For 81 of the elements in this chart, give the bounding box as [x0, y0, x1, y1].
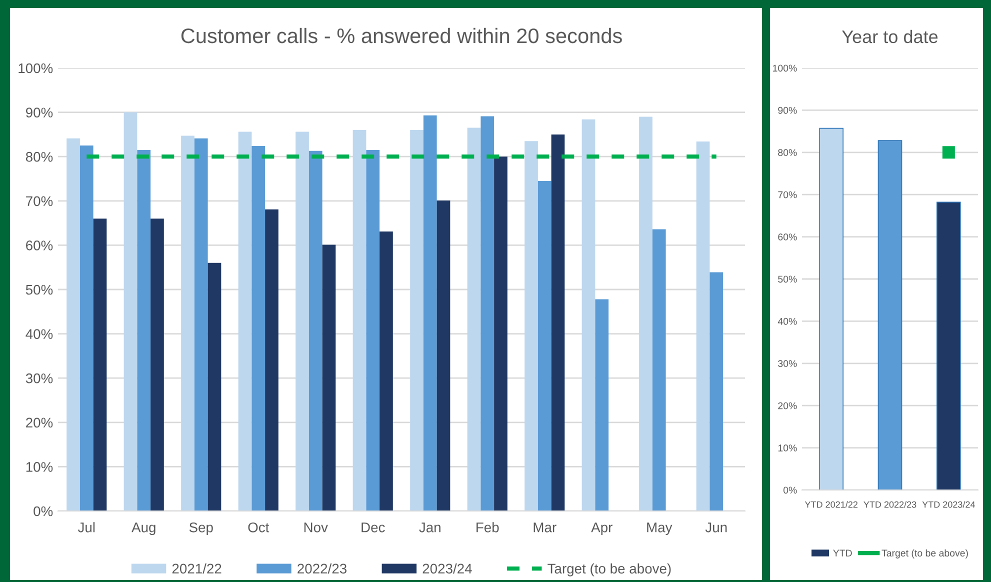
bar — [366, 150, 380, 511]
bar — [538, 180, 552, 511]
y-tick-label: 30% — [778, 360, 797, 368]
y-tick-label: 90% — [778, 106, 797, 114]
bar — [551, 134, 565, 511]
x-tick-label: Nov — [304, 522, 328, 532]
bar — [80, 146, 94, 511]
legend-label: Target (to be above) — [548, 563, 671, 576]
bar — [308, 150, 322, 511]
bar — [639, 116, 652, 511]
x-tick-label: Oct — [248, 522, 270, 532]
y-tick-label: 10% — [26, 462, 53, 472]
x-tick-label: Aug — [132, 522, 156, 536]
y-tick-label: 80% — [778, 149, 797, 156]
bar — [352, 130, 366, 511]
y-tick-label: 90% — [26, 108, 53, 118]
y-tick-label: 70% — [26, 196, 53, 206]
bar — [380, 231, 393, 511]
x-tick-label: Apr — [591, 522, 612, 536]
x-tick-label: Sep — [189, 522, 213, 536]
y-tick-label: 50% — [26, 284, 53, 295]
x-tick-label: Feb — [476, 522, 499, 532]
y-tick-label: 70% — [778, 191, 797, 198]
bar — [710, 272, 724, 511]
bar — [696, 142, 710, 511]
y-tick-label: 60% — [778, 234, 797, 240]
bar — [181, 136, 194, 511]
x-tick-label: Jul — [78, 522, 95, 532]
bar — [410, 130, 424, 511]
legend-label: Target (to be above) — [882, 549, 968, 558]
y-tick-label: 50% — [778, 276, 797, 283]
bar — [480, 116, 494, 511]
chart-title: Customer calls - % answered within 20 seconds — [181, 28, 622, 44]
legend-label: 2021/22 — [172, 563, 222, 574]
bar — [252, 146, 266, 511]
bar — [878, 140, 902, 490]
bar — [150, 218, 164, 511]
bar — [524, 141, 538, 511]
x-tick-label: Mar — [534, 522, 556, 532]
bar — [296, 132, 309, 511]
bar — [436, 200, 450, 511]
bar — [936, 202, 961, 490]
x-tick-label: Jun — [705, 522, 727, 532]
bar — [819, 128, 844, 490]
y-tick-label: 10% — [778, 444, 797, 452]
bar — [652, 229, 666, 511]
bar — [322, 244, 336, 511]
bar — [595, 299, 609, 511]
x-tick-label: May — [647, 522, 672, 536]
chart-title: Year to date — [842, 30, 938, 44]
x-tick-label: YTD 2022/23 — [864, 501, 916, 508]
legend-label: 2022/23 — [298, 563, 346, 574]
bar — [423, 115, 437, 511]
y-tick-label: 0% — [34, 506, 53, 516]
x-tick-label: Jan — [419, 522, 440, 532]
bar — [66, 138, 80, 511]
bar — [265, 209, 278, 511]
x-tick-label: YTD 2023/24 — [922, 501, 976, 508]
bar — [137, 150, 151, 511]
y-tick-label: 100% — [18, 63, 53, 74]
x-tick-label: Dec — [362, 522, 385, 532]
y-tick-label: 0% — [783, 486, 797, 494]
bar — [494, 156, 508, 511]
y-tick-label: 60% — [26, 240, 53, 250]
bar — [238, 132, 252, 511]
y-tick-label: 20% — [26, 418, 53, 428]
y-tick-label: 80% — [26, 152, 53, 162]
bar — [467, 128, 481, 511]
bar — [582, 119, 596, 511]
y-tick-label: 40% — [26, 329, 53, 339]
legend-label: YTD — [833, 550, 852, 556]
bar — [208, 262, 222, 511]
y-tick-label: 20% — [778, 402, 797, 410]
x-tick-label: YTD 2021/22 — [804, 501, 858, 508]
bar — [124, 112, 138, 511]
legend-label: 2023/24 — [422, 563, 472, 574]
y-tick-label: 30% — [26, 373, 53, 384]
bar — [194, 138, 208, 511]
bar — [93, 218, 107, 511]
y-tick-label: 40% — [778, 318, 797, 325]
y-tick-label: 100% — [773, 64, 797, 72]
